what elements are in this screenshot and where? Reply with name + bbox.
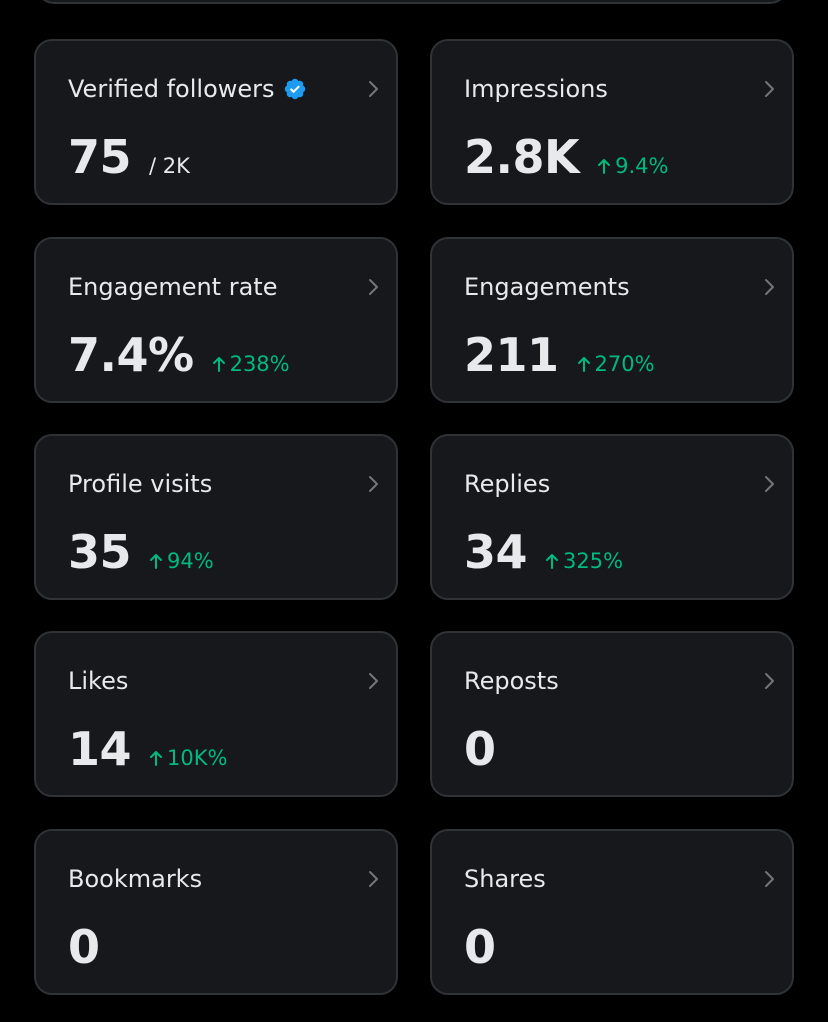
card-title: Reposts [464, 665, 559, 697]
value-row: 0 [68, 919, 100, 975]
value-row: 75 / 2K [68, 129, 190, 185]
chevron-right-icon [765, 871, 774, 887]
arrow-up-icon [150, 751, 163, 766]
card-title: Likes [68, 665, 128, 697]
card-title: Replies [464, 468, 550, 500]
card-likes[interactable]: Likes 14 10K% [34, 631, 398, 797]
arrow-up-icon [150, 554, 163, 569]
chevron-right-icon [765, 476, 774, 492]
previous-card-edge [36, 0, 788, 4]
card-value: 75 [68, 130, 132, 184]
value-row: 34 325% [464, 524, 623, 580]
arrow-up-icon [212, 357, 225, 372]
value-row: 211 270% [464, 327, 655, 383]
chevron-right-icon [369, 871, 378, 887]
card-engagement-rate[interactable]: Engagement rate 7.4% 238% [34, 237, 398, 403]
arrow-up-icon [577, 357, 590, 372]
arrow-up-icon [598, 159, 611, 174]
card-bookmarks[interactable]: Bookmarks 0 [34, 829, 398, 995]
change-value: 94% [167, 549, 214, 573]
card-title: Impressions [464, 73, 608, 105]
change-indicator: 238% [212, 352, 290, 376]
chevron-right-icon [369, 476, 378, 492]
chevron-right-icon [369, 279, 378, 295]
change-value: 238% [229, 352, 290, 376]
card-title: Shares [464, 863, 546, 895]
card-title: Bookmarks [68, 863, 202, 895]
chevron-right-icon [765, 81, 774, 97]
change-indicator: 10K% [149, 746, 227, 770]
value-row: 0 [464, 721, 496, 777]
card-title-label: Replies [464, 470, 551, 498]
card-title: Verified followers [68, 73, 307, 105]
value-row: 0 [464, 919, 496, 975]
change-value: 325% [563, 549, 624, 573]
value-row: 2.8K 9.4% [464, 129, 669, 185]
chevron-right-icon [369, 81, 378, 97]
card-title-label: Impressions [464, 75, 608, 103]
card-value: 34 [464, 525, 528, 579]
card-title-label: Shares [464, 865, 546, 893]
value-row: 14 10K% [68, 721, 227, 777]
card-reposts[interactable]: Reposts 0 [430, 631, 794, 797]
card-title: Profile visits [68, 468, 212, 500]
card-total: / 2K [149, 154, 190, 178]
card-value: 14 [68, 722, 132, 776]
card-value: 35 [68, 525, 132, 579]
card-value: 0 [68, 920, 100, 974]
card-value: 0 [464, 920, 496, 974]
card-title-label: Bookmarks [68, 865, 203, 893]
card-impressions[interactable]: Impressions 2.8K 9.4% [430, 39, 794, 205]
change-value: 10K% [167, 746, 228, 770]
chevron-right-icon [369, 673, 378, 689]
change-value: 9.4% [615, 154, 669, 178]
card-title-label: Reposts [464, 667, 559, 695]
card-title-label: Profile visits [68, 470, 213, 498]
change-indicator: 94% [149, 549, 214, 573]
change-indicator: 270% [577, 352, 655, 376]
card-title-label: Verified followers [68, 75, 275, 103]
card-title-label: Engagements [464, 273, 630, 301]
card-verified-followers[interactable]: Verified followers 75 / 2K [34, 39, 398, 205]
card-title: Engagement rate [68, 271, 277, 303]
card-title: Engagements [464, 271, 630, 303]
card-value: 7.4% [68, 328, 194, 382]
card-title-label: Likes [68, 667, 129, 695]
change-indicator: 9.4% [597, 154, 669, 178]
card-title-label: Engagement rate [68, 273, 278, 301]
card-replies[interactable]: Replies 34 325% [430, 434, 794, 600]
card-value: 0 [464, 722, 496, 776]
card-engagements[interactable]: Engagements 211 270% [430, 237, 794, 403]
change-indicator: 325% [545, 549, 623, 573]
card-shares[interactable]: Shares 0 [430, 829, 794, 995]
verified-badge-icon [284, 78, 305, 100]
chevron-right-icon [765, 279, 774, 295]
value-row: 35 94% [68, 524, 214, 580]
value-row: 7.4% 238% [68, 327, 290, 383]
card-value: 211 [464, 328, 559, 382]
chevron-right-icon [765, 673, 774, 689]
arrow-up-icon [546, 554, 559, 569]
change-value: 270% [594, 352, 655, 376]
card-profile-visits[interactable]: Profile visits 35 94% [34, 434, 398, 600]
card-value: 2.8K [464, 130, 580, 184]
